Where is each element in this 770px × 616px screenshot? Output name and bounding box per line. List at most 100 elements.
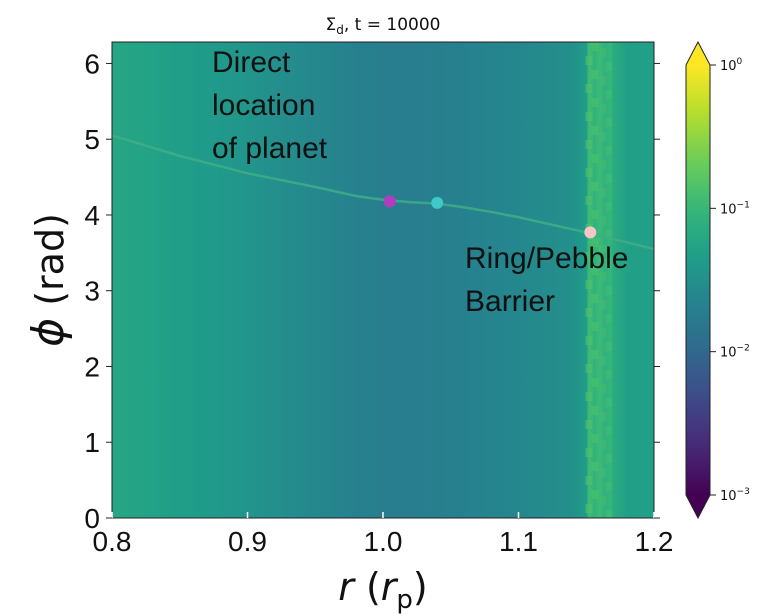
y-axis: 0 1 2 3 4 5 6: [84, 48, 660, 534]
ring-texture-cell: [585, 168, 593, 177]
ring-texture-cell: [585, 448, 593, 457]
ring-texture-cell: [585, 252, 593, 261]
ring-texture-cell: [591, 182, 599, 191]
ring-texture-cell: [591, 70, 599, 79]
ring-texture-cell: [585, 112, 593, 121]
ring-texture-cell: [591, 126, 599, 135]
y-tick-label: 3: [84, 276, 100, 307]
y-tick-label: 0: [84, 503, 100, 534]
ring-texture-cell: [599, 216, 607, 225]
marker-wake-point: [431, 196, 444, 209]
y-tick-label: 2: [84, 351, 100, 382]
markers: [383, 195, 597, 239]
ring-texture-cell: [605, 202, 613, 211]
colorbar-tick-label: 100: [720, 57, 743, 74]
ring-texture-cell: [599, 104, 607, 113]
y-axis-label: ϕ (rad): [23, 213, 74, 347]
ring-texture-cell: [605, 342, 613, 351]
ring-texture-cell: [599, 412, 607, 421]
ring-texture-cell: [605, 398, 613, 407]
ring-texture-cell: [599, 440, 607, 449]
annotation-planet: Direct location of planet: [212, 46, 328, 165]
ring-texture-cell: [591, 98, 599, 107]
density-field: [112, 42, 654, 518]
colorbar-extend-min: [686, 495, 710, 518]
ring-texture-cell: [591, 210, 599, 219]
ring-texture-cell: [605, 286, 613, 295]
planet-wake-line: [112, 134, 654, 251]
ring-texture-cell: [591, 266, 599, 275]
ring-texture-cell: [599, 188, 607, 197]
ring-texture-cell: [599, 496, 607, 505]
x-tick-label: 1.2: [635, 526, 674, 557]
x-tick-label: 0.9: [228, 526, 267, 557]
ring-texture-cell: [591, 42, 599, 51]
ring-texture-cell: [591, 462, 599, 471]
ring-texture-cell: [599, 272, 607, 281]
ring-texture-cell: [585, 420, 593, 429]
marker-planet: [383, 195, 396, 208]
ring-texture-cell: [591, 434, 599, 443]
colorbar-body: [686, 65, 710, 495]
ring-texture-cell: [605, 482, 613, 491]
ring-texture: [585, 42, 613, 518]
ring-texture-cell: [591, 322, 599, 331]
ring-texture-cell: [585, 392, 593, 401]
ring-texture-cell: [605, 258, 613, 267]
ring-texture-cell: [591, 350, 599, 359]
ring-texture-cell: [599, 244, 607, 253]
ring-texture-cell: [591, 406, 599, 415]
ring-texture-cell: [591, 294, 599, 303]
ring-texture-cell: [585, 504, 593, 513]
x-tick-label: 1.0: [364, 526, 403, 557]
ring-texture-cell: [605, 426, 613, 435]
x-axis: 0.8 0.9 1.0 1.1 1.2: [93, 512, 674, 557]
ring-texture-cell: [599, 384, 607, 393]
colorbar-tick-label: 10−2: [720, 344, 750, 361]
y-tick-label: 6: [84, 48, 100, 79]
ring-texture-cell: [591, 378, 599, 387]
y-tick-label: 4: [84, 200, 100, 231]
ring-texture-cell: [599, 328, 607, 337]
ring-texture-cell: [585, 336, 593, 345]
ring-texture-cell: [605, 510, 613, 518]
ring-texture-cell: [585, 476, 593, 485]
colorbar-ticks: 100 10−1 10−2 10−3: [710, 57, 750, 504]
chart-title: Σd, t = 10000: [326, 15, 441, 37]
ring-texture-cell: [605, 146, 613, 155]
annotation-ring-barrier: Ring/Pebble Barrier: [465, 242, 637, 318]
ring-texture-cell: [605, 454, 613, 463]
ring-texture-cell: [599, 132, 607, 141]
ring-texture-cell: [605, 370, 613, 379]
ring-texture-cell: [605, 174, 613, 183]
ring-texture-cell: [599, 76, 607, 85]
colorbar-tick-label: 10−1: [720, 200, 750, 217]
plot-area: [112, 42, 654, 518]
ring-texture-cell: [599, 48, 607, 57]
ring-texture-cell: [585, 364, 593, 373]
ring-texture-cell: [585, 308, 593, 317]
colorbar: 100 10−1 10−2 10−3: [685, 40, 750, 520]
ring-texture-cell: [585, 196, 593, 205]
colorbar-tick-label: 10−3: [720, 487, 750, 504]
ring-texture-cell: [605, 230, 613, 239]
ring-texture-cell: [599, 300, 607, 309]
x-tick-label: 1.1: [499, 526, 538, 557]
ring-texture-cell: [605, 90, 613, 99]
x-axis-label: r (rp): [338, 565, 428, 615]
ring-texture-cell: [599, 160, 607, 169]
ring-texture-cell: [605, 62, 613, 71]
colorbar-extend-max: [686, 42, 710, 65]
x-tick-label: 0.8: [93, 526, 132, 557]
ring-texture-cell: [605, 314, 613, 323]
ring-texture-cell: [585, 56, 593, 65]
ring-texture-cell: [605, 118, 613, 127]
ring-texture-cell: [585, 140, 593, 149]
y-tick-label: 5: [84, 124, 100, 155]
ring-texture-cell: [599, 356, 607, 365]
ring-texture-cell: [591, 154, 599, 163]
ring-texture-cell: [591, 238, 599, 247]
marker-ring-point: [584, 226, 597, 239]
ring-texture-cell: [591, 490, 599, 499]
